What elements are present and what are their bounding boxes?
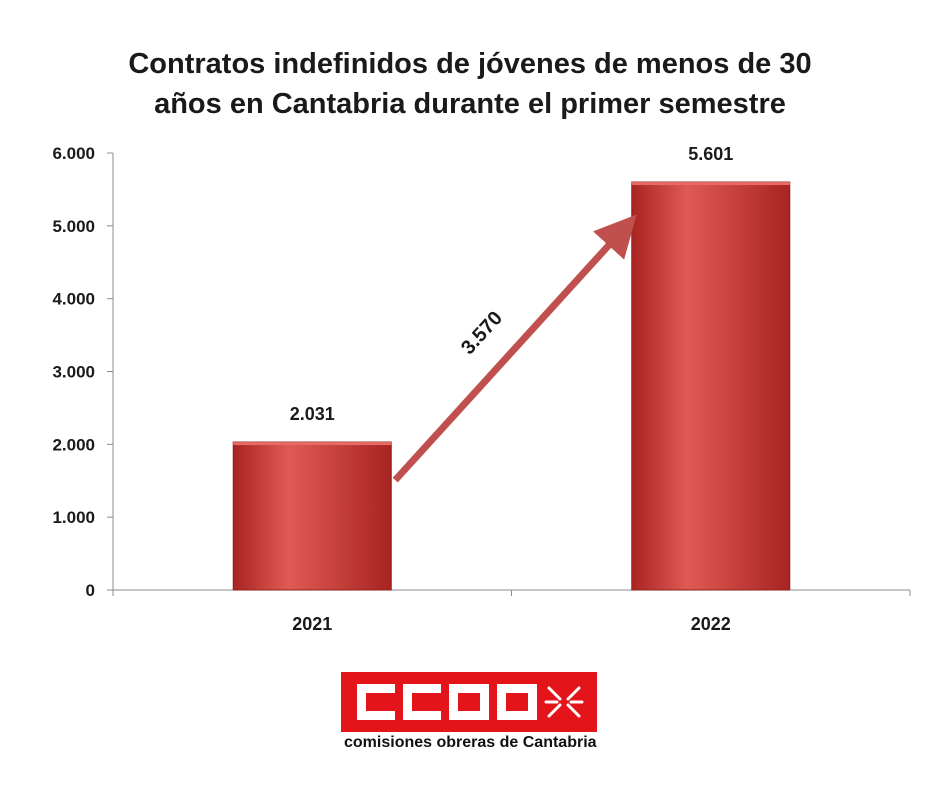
y-tick-label: 0 xyxy=(86,581,95,600)
y-tick-label: 6.000 xyxy=(52,144,95,163)
y-tick-label: 2.000 xyxy=(52,435,95,454)
ccoo-logo xyxy=(341,672,597,732)
bar-2022 xyxy=(631,181,791,591)
bar-top-edge-2022 xyxy=(631,182,790,186)
chart-title: Contratos indefinidos de jóvenes de meno… xyxy=(60,44,880,124)
category-label-2022: 2022 xyxy=(691,614,731,634)
y-tick-label: 3.000 xyxy=(52,363,95,382)
difference-label: 3.570 xyxy=(457,307,507,359)
logo-caption: comisiones obreras de Cantabria xyxy=(344,734,597,751)
chart-title-line-1: Contratos indefinidos de jóvenes de meno… xyxy=(128,48,812,80)
bar-top-edge-2021 xyxy=(233,442,392,446)
chart-title-line-2: años en Cantabria durante el primer seme… xyxy=(154,88,786,120)
value-label-2021: 2.031 xyxy=(290,404,335,424)
bar-2021 xyxy=(232,441,392,591)
y-tick-label: 4.000 xyxy=(52,290,95,309)
ccoo-logo-mark xyxy=(357,684,584,720)
difference-arrow xyxy=(392,214,637,483)
bar-chart: 0 1.000 2.000 3.000 4.000 5.000 6.000 2.031 2021… xyxy=(52,144,911,634)
category-label-2021: 2021 xyxy=(292,614,332,634)
ccoo-emblem-icon xyxy=(544,686,584,718)
value-label-2022: 5.601 xyxy=(688,144,733,164)
y-tick-label: 5.000 xyxy=(52,217,95,236)
y-tick-label: 1.000 xyxy=(52,508,95,527)
